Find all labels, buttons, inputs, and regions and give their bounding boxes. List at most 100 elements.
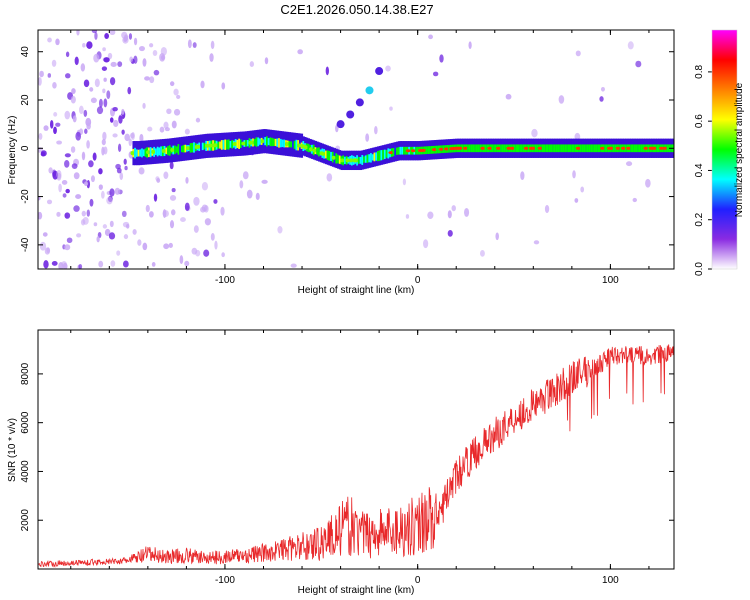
heatmap-cell <box>559 144 562 153</box>
heatmap-cell <box>124 133 130 142</box>
heatmap-cell <box>519 144 522 153</box>
heatmap-cell <box>133 37 138 46</box>
heatmap-cell <box>82 217 89 225</box>
heatmap-cell <box>217 141 220 149</box>
heatmap-cell <box>159 126 165 133</box>
heatmap-cell <box>130 132 135 139</box>
heatmap-cell <box>83 109 88 117</box>
heatmap-cell <box>154 148 158 156</box>
heatmap-cell <box>236 139 239 149</box>
heatmap-cell <box>470 144 474 153</box>
heatmap-cell <box>177 144 180 155</box>
heatmap-cell <box>573 144 576 153</box>
heatmap-cell <box>438 147 444 151</box>
heatmap-cell <box>626 146 632 150</box>
heatmap-cell <box>443 147 449 151</box>
heatmap-cell <box>181 145 184 153</box>
heatmap-cell <box>255 192 260 201</box>
heatmap-cell <box>73 205 80 212</box>
heatmap-cell <box>383 149 387 160</box>
heatmap-cell <box>109 220 114 228</box>
heatmap-cell <box>117 61 123 67</box>
heatmap-cell <box>39 70 44 78</box>
heatmap-cell <box>56 140 63 145</box>
heatmap-cell <box>553 144 557 153</box>
heatmap-cell <box>645 178 651 188</box>
heatmap-cell <box>201 142 205 151</box>
colorbar-frame <box>711 29 738 270</box>
heatmap-cell <box>226 139 229 150</box>
heatmap-cell <box>96 106 104 115</box>
heatmap-cell <box>44 247 51 255</box>
heatmap-cell <box>102 88 106 94</box>
heatmap-cell <box>108 232 116 240</box>
heatmap-cell <box>264 57 269 65</box>
spectrogram-ylabel: Frequency (Hz) <box>7 116 18 185</box>
heatmap-cell <box>330 151 333 161</box>
heatmap-cell <box>531 128 538 138</box>
heatmap-cell <box>359 156 363 164</box>
heatmap-cell <box>309 147 314 152</box>
heatmap-cell <box>66 237 73 244</box>
heatmap-cell <box>107 52 113 60</box>
heatmap-cell <box>142 149 146 157</box>
heatmap-cell <box>70 95 76 104</box>
heatmap-cell <box>196 144 201 149</box>
heatmap-cell <box>220 206 225 216</box>
heatmap-cell <box>62 193 67 198</box>
heatmap-cell <box>209 53 214 62</box>
heatmap-cell <box>171 120 177 129</box>
heatmap-cell <box>121 210 127 218</box>
heatmap-cell <box>520 171 525 180</box>
heatmap-cell <box>213 199 218 204</box>
heatmap-cell <box>340 158 345 163</box>
heatmap-cell <box>78 263 83 269</box>
heatmap-cell <box>608 146 614 150</box>
heatmap-cell <box>163 171 169 179</box>
heatmap-cell <box>129 56 133 63</box>
snr-ytick-label: 6000 <box>20 411 31 434</box>
heatmap-cell <box>560 144 564 153</box>
heatmap-cell <box>104 228 111 237</box>
heatmap-cell <box>193 196 200 206</box>
heatmap-cell <box>543 144 546 153</box>
heatmap-cell <box>493 144 496 153</box>
heatmap-cell <box>158 147 161 156</box>
heatmap-cell <box>316 147 319 155</box>
heatmap-cell <box>467 144 470 153</box>
heatmap-cell <box>227 139 231 150</box>
heatmap-cell <box>80 63 86 72</box>
heatmap-cell <box>385 150 389 158</box>
heatmap-cell <box>396 147 399 155</box>
heatmap-cell <box>134 147 137 159</box>
heatmap-cell <box>571 144 574 153</box>
heatmap-cell <box>569 144 572 153</box>
heatmap-cell <box>544 205 550 214</box>
heatmap-cell <box>81 210 86 217</box>
heatmap-cell <box>160 55 165 61</box>
heatmap-cell <box>428 34 433 40</box>
heatmap-cell <box>366 154 369 163</box>
heatmap-cell <box>312 148 317 153</box>
heatmap-cell <box>114 187 121 195</box>
snr-xtick-label: 0 <box>415 575 421 586</box>
heatmap-cell <box>104 32 110 40</box>
heatmap-cell <box>201 182 209 191</box>
heatmap-cell <box>363 156 366 163</box>
heatmap-cell <box>89 198 94 207</box>
heatmap-cell <box>173 108 181 116</box>
heatmap-cell <box>55 122 61 127</box>
heatmap-cell <box>109 30 116 36</box>
heatmap-cell <box>599 96 604 102</box>
heatmap-cell <box>98 184 103 190</box>
heatmap-cell <box>555 144 559 153</box>
heatmap-cell <box>169 161 174 170</box>
heatmap-cell <box>278 138 281 148</box>
heatmap-cell <box>222 140 226 150</box>
heatmap-cell <box>145 204 150 213</box>
heatmap-cell <box>137 239 142 246</box>
heatmap-cell <box>86 41 93 49</box>
snr-axes: -100 0 100 2000 4000 6000 8000 <box>20 330 674 586</box>
heatmap-cell <box>160 146 163 157</box>
heatmap-cell <box>378 150 382 161</box>
